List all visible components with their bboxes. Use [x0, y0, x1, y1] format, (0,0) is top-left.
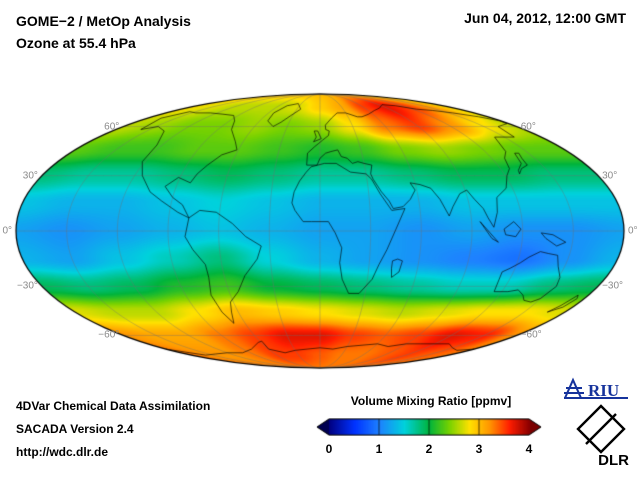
colorbar-tick-4: 4: [525, 442, 533, 456]
lat-label: −30°: [602, 280, 624, 292]
colorbar-title: Volume Mixing Ratio [ppmv]: [350, 394, 512, 408]
world-map-mollweide: [0, 86, 640, 378]
figure-subtitle: Ozone at 55.4 hPa: [16, 35, 136, 51]
lat-label: −30°: [16, 280, 38, 292]
version-label: SACADA Version 2.4: [16, 422, 134, 436]
riu-logo-text: RIU: [588, 381, 619, 400]
credits-block: 4DVar Chemical Data Assimilation SACADA …: [16, 395, 210, 464]
assimilation-credit: 4DVar Chemical Data Assimilation: [16, 399, 211, 413]
dlr-diamond-icon: [576, 404, 626, 454]
colorbar-tick-0: 0: [325, 442, 333, 456]
colorbar-tick-3: 3: [475, 442, 483, 456]
riu-logo: RIU: [562, 376, 630, 407]
figure-header: GOME−2 / MetOp Analysis Ozone at 55.4 hP…: [16, 10, 191, 54]
colorbar-ticks: 0 1 2 3 4: [316, 394, 546, 466]
dlr-logo-text: DLR: [598, 452, 629, 467]
colorbar-tick-1: 1: [375, 442, 383, 456]
lat-label: 60°: [104, 121, 120, 133]
lat-label: 30°: [602, 170, 618, 182]
lat-label: 30°: [22, 170, 38, 182]
colorbar-gradient: [316, 418, 546, 436]
lat-label: 0°: [2, 225, 12, 237]
dlr-logo: DLR: [572, 403, 630, 472]
colorbar-tick-2: 2: [425, 442, 433, 456]
figure-datetime: Jun 04, 2012, 12:00 GMT: [464, 10, 626, 26]
lat-label: 0°: [628, 225, 638, 237]
lat-label: 60°: [520, 121, 536, 133]
figure-title: GOME−2 / MetOp Analysis: [16, 13, 191, 29]
url-text: http://wdc.dlr.de: [16, 445, 108, 459]
lat-label: −60°: [98, 329, 120, 341]
colorbar: Volume Mixing Ratio [ppmv] 0 1 2 3 4: [316, 394, 546, 466]
lat-label: −60°: [520, 329, 542, 341]
